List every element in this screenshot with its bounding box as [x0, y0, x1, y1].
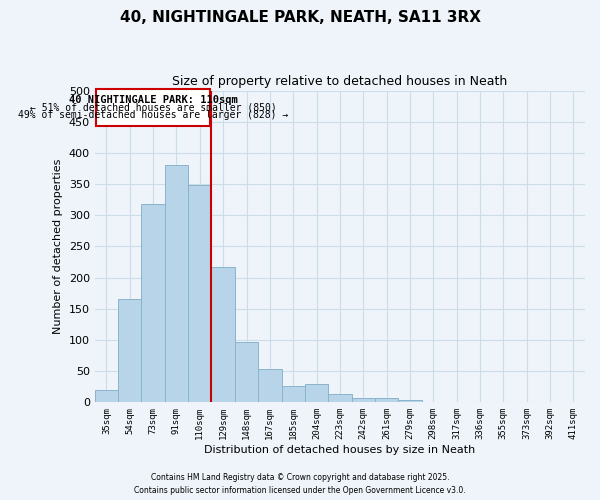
- Bar: [165, 166, 188, 402]
- Bar: [95, 390, 118, 402]
- Bar: [188, 186, 211, 402]
- Text: 40, NIGHTINGALE PARK, NEATH, SA11 3RX: 40, NIGHTINGALE PARK, NEATH, SA11 3RX: [119, 10, 481, 25]
- Bar: [96, 90, 211, 126]
- Bar: [235, 342, 258, 402]
- Bar: [328, 394, 352, 402]
- Bar: [142, 204, 165, 402]
- Bar: [352, 398, 375, 402]
- Text: Contains HM Land Registry data © Crown copyright and database right 2025.
Contai: Contains HM Land Registry data © Crown c…: [134, 474, 466, 495]
- Bar: [398, 400, 422, 402]
- Bar: [305, 384, 328, 402]
- Text: 49% of semi-detached houses are larger (828) →: 49% of semi-detached houses are larger (…: [18, 110, 288, 120]
- Bar: [118, 300, 142, 403]
- Y-axis label: Number of detached properties: Number of detached properties: [53, 159, 63, 334]
- X-axis label: Distribution of detached houses by size in Neath: Distribution of detached houses by size …: [204, 445, 476, 455]
- Text: ← 51% of detached houses are smaller (850): ← 51% of detached houses are smaller (85…: [30, 102, 277, 113]
- Bar: [211, 267, 235, 402]
- Bar: [375, 398, 398, 402]
- Text: 40 NIGHTINGALE PARK: 110sqm: 40 NIGHTINGALE PARK: 110sqm: [69, 95, 238, 105]
- Bar: [281, 386, 305, 402]
- Title: Size of property relative to detached houses in Neath: Size of property relative to detached ho…: [172, 75, 508, 88]
- Bar: [258, 368, 281, 402]
